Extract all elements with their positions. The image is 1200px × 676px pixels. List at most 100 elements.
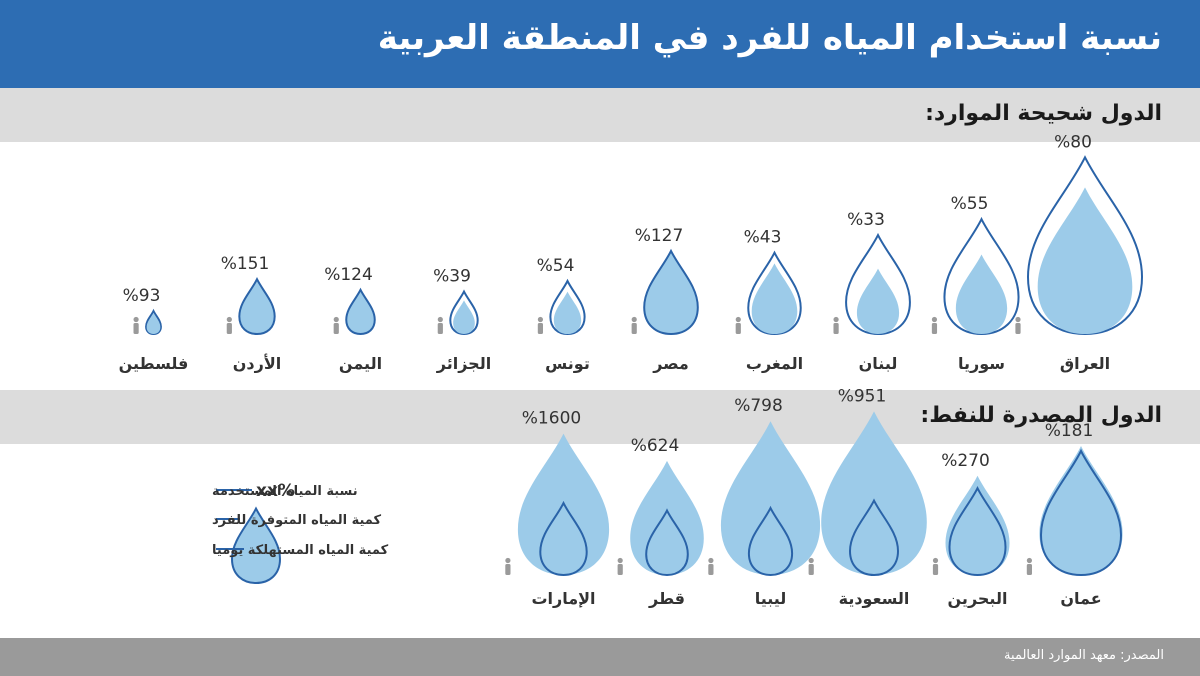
usage-percent-label: %127 (635, 226, 684, 246)
country-label: العراق (1060, 354, 1110, 373)
drop-consumed (955, 254, 1008, 334)
section-title-oil: الدول المصدرة للنفط: (920, 403, 1162, 428)
country-label: البحرين (948, 589, 1008, 608)
person-icon (708, 557, 714, 575)
drop-consumed (345, 287, 376, 336)
person-icon (631, 316, 637, 334)
country-label: اليمن (339, 354, 382, 373)
usage-percent-label: %39 (433, 267, 471, 287)
usage-percent-label: %270 (941, 451, 990, 471)
person-icon (735, 316, 741, 334)
country-label: فلسطين (119, 354, 189, 373)
country-label: الجزائر (436, 354, 491, 373)
drop-consumed (453, 300, 475, 334)
drop-consumed (553, 291, 582, 334)
usage-percent-label: %93 (123, 286, 161, 306)
person-icon (537, 316, 544, 334)
drop-item-8: %124 اليمن (324, 265, 382, 373)
usage-percent-label: %624 (631, 436, 680, 456)
country-label: عمان (1060, 589, 1101, 608)
person-icon (133, 316, 139, 334)
country-label: مصر (652, 354, 689, 373)
drop-available (630, 460, 704, 575)
drop-item-4: %43 المغرب (735, 228, 803, 373)
country-label: الإمارات (531, 589, 595, 608)
drop-item-5: %624 قطر (617, 436, 704, 608)
drop-item-4: %798 ليبيا (708, 396, 821, 608)
usage-percent-label: %798 (734, 396, 783, 416)
drop-item-6: %1600 الإمارات (505, 409, 610, 608)
legend-item-label: نسبة المياه المستخدمة (212, 484, 358, 499)
usage-percent-label: %33 (847, 210, 885, 230)
footer-bar (0, 638, 1200, 676)
person-icon (226, 316, 232, 334)
drop-item-3: %33 لبنان (833, 210, 911, 373)
person-icon (931, 316, 938, 334)
usage-percent-label: %124 (324, 265, 373, 285)
person-icon (333, 316, 339, 334)
person-icon (1015, 316, 1021, 334)
legend: نسبة المياه المستخدمة كمية المياه المتوفر… (212, 481, 389, 585)
legend-drop-available (230, 506, 282, 585)
drop-item-2: %270 البحرين (932, 451, 1010, 608)
usage-percent-label: %1600 (522, 409, 581, 429)
section-band-scarce: الدول شحيحة الموارد: (0, 88, 1200, 142)
drop-available (821, 411, 927, 575)
person-icon (1026, 557, 1032, 575)
drop-consumed (747, 505, 794, 577)
person-icon (505, 557, 511, 575)
country-label: تونس (545, 354, 590, 373)
drop-consumed (643, 248, 699, 336)
drop-item-5: %127 مصر (631, 226, 699, 373)
drop-available (1039, 446, 1123, 575)
country-label: قطر (648, 589, 685, 608)
usage-percent-label: %80 (1054, 132, 1092, 152)
drop-item-10: %93 فلسطين (119, 286, 189, 373)
source-note: المصدر: معهد الموارد العالمية (1004, 648, 1164, 663)
country-label: السعودية (839, 589, 910, 608)
country-label: لبنان (859, 354, 898, 373)
drop-consumed (1039, 448, 1123, 577)
usage-percent-label: %151 (221, 254, 270, 274)
person-icon (437, 316, 443, 334)
page-title: نسبة استخدام المياه للفرد في المنطقة الع… (377, 18, 1162, 58)
country-label: الأردن (233, 354, 281, 373)
drop-consumed (146, 312, 161, 334)
legend-item-label: كمية المياه المتوفرة للفرد (212, 513, 381, 528)
country-label: ليبيا (755, 589, 787, 608)
drop-item-3: %951 السعودية (808, 386, 927, 608)
drop-consumed (751, 263, 798, 334)
usage-percent-label: %43 (744, 228, 782, 248)
country-label: سوريا (958, 354, 1005, 373)
legend-marker-label: xx% (256, 481, 295, 501)
person-icon (808, 557, 814, 575)
title-bar: نسبة استخدام المياه للفرد في المنطقة الع… (0, 0, 1200, 88)
drop-available (945, 475, 1010, 575)
person-icon (617, 557, 623, 575)
drop-item-1: %181 عمان (1026, 421, 1123, 608)
drop-consumed (848, 498, 900, 577)
drop-consumed (948, 485, 1007, 577)
drop-consumed (1037, 187, 1133, 334)
section-title-scarce: الدول شحيحة الموارد: (925, 101, 1162, 126)
usage-percent-label: %55 (951, 194, 989, 214)
usage-percent-label: %181 (1045, 421, 1094, 441)
usage-percent-label: %951 (838, 386, 887, 406)
drop-item-9: %151 الأردن (221, 254, 282, 373)
drop-item-7: %39 الجزائر (433, 267, 491, 373)
drop-item-2: %55 سوريا (931, 194, 1020, 373)
drop-consumed (645, 508, 689, 577)
drop-available (720, 421, 821, 575)
person-icon (932, 557, 939, 575)
drop-item-1: %80 العراق (1015, 132, 1144, 373)
section-band-oil: الدول المصدرة للنفط: (0, 390, 1200, 444)
drop-item-6: %54 تونس (537, 256, 590, 373)
drop-consumed (238, 276, 276, 336)
usage-percent-label: %54 (537, 256, 575, 276)
drop-consumed (856, 268, 900, 334)
person-icon (833, 316, 839, 334)
country-label: المغرب (746, 354, 803, 373)
legend-item-label: كمية المياه المستهلكة يوميا (212, 543, 389, 558)
drop-consumed (539, 500, 588, 577)
